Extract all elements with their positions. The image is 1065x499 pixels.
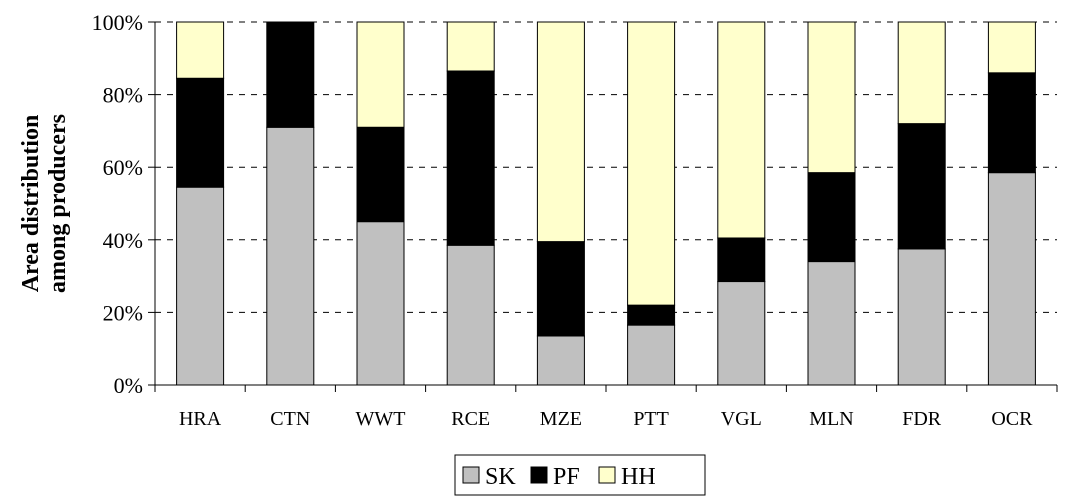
bar-segment-hh (627, 21, 676, 306)
legend-label-hh: HH (621, 464, 656, 490)
y-tick-label: 40% (103, 228, 143, 253)
bar-segment-hh (807, 21, 856, 174)
bar-segment-hh (446, 21, 495, 72)
x-category-label: WWT (356, 408, 406, 430)
bar-segment-hh (897, 21, 946, 125)
bar-segment-pf (266, 21, 315, 128)
bar-segment-pf (897, 123, 946, 250)
bar-segment-pf (807, 172, 856, 263)
bar-segment-pf (717, 237, 766, 283)
legend-box (454, 454, 706, 496)
y-axis-label: Area distributionamong producers (18, 114, 71, 293)
bar-segment-pf (356, 126, 405, 223)
legend: SK PF HH (454, 454, 706, 496)
x-category-label: MLN (809, 408, 853, 430)
x-category-label: FDR (902, 408, 942, 430)
x-category-label: VGL (721, 408, 762, 430)
bar-segment-sk (536, 335, 585, 386)
x-category-label: HRA (179, 408, 222, 430)
x-category-label: RCE (451, 408, 490, 430)
bar-segment-hh (356, 21, 405, 128)
bar-segment-sk (627, 324, 676, 386)
x-category-label: OCR (991, 408, 1033, 430)
x-category-label: PTT (633, 408, 669, 430)
y-tick-label: 100% (92, 10, 143, 35)
y-axis-label-line: among producers (45, 114, 71, 293)
legend-swatch-pf (530, 466, 548, 484)
bar-segment-sk (987, 172, 1036, 386)
y-tick-label: 60% (103, 155, 143, 180)
bar-segment-pf (987, 72, 1036, 174)
y-tick-label: 80% (103, 83, 143, 108)
legend-swatch-sk (462, 466, 480, 484)
bar-segment-pf (536, 241, 585, 337)
y-tick-label: 20% (103, 300, 143, 325)
y-tick-label: 0% (114, 373, 143, 398)
bar-segment-pf (446, 70, 495, 246)
bar-segment-sk (897, 248, 946, 386)
y-tick-labels: 0% 20% 40% 60% 80% 100% (92, 10, 143, 398)
bar-segment-hh (176, 21, 225, 79)
bar-segment-sk (356, 221, 405, 386)
legend-label-sk: SK (485, 464, 516, 490)
bar-segment-pf (627, 304, 676, 326)
bar-segment-sk (446, 244, 495, 386)
bar-segment-hh (987, 21, 1036, 74)
bar-segment-sk (266, 126, 315, 386)
bar-segment-hh (717, 21, 766, 239)
bar-segment-sk (717, 281, 766, 386)
y-axis-label-line: Area distribution (18, 115, 44, 293)
x-category-label: CTN (270, 408, 310, 430)
x-category-labels: HRA CTN WWT RCE MZE PTT VGL MLN FDR OCR (179, 408, 1033, 430)
bar-segment-hh (536, 21, 585, 243)
legend-label-pf: PF (553, 464, 580, 490)
bar-segment-sk (807, 261, 856, 386)
x-category-label: MZE (540, 408, 582, 430)
bar-segment-pf (176, 77, 225, 188)
axes (148, 21, 1058, 392)
bar-segment-sk (176, 186, 225, 386)
legend-swatch-hh (598, 466, 616, 484)
bars (176, 21, 1036, 386)
